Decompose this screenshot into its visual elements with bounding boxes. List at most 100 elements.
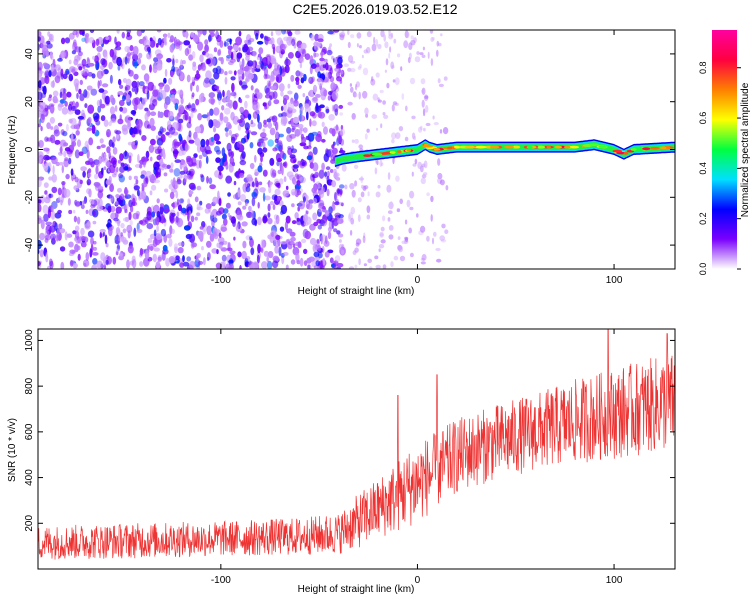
snr-xtick-label: -100	[211, 575, 231, 586]
noise-blob	[439, 235, 446, 241]
noise-blob	[70, 168, 74, 176]
noise-blob	[223, 152, 227, 163]
noise-blob	[194, 73, 201, 80]
noise-blob	[278, 113, 283, 118]
noise-blob	[309, 55, 314, 65]
noise-blob	[112, 160, 117, 169]
noise-blob	[229, 38, 232, 45]
noise-blob	[262, 128, 266, 132]
noise-blob	[387, 217, 391, 222]
noise-blob	[298, 200, 306, 210]
noise-blob	[271, 260, 279, 269]
noise-blob	[38, 140, 44, 148]
noise-blob	[338, 68, 342, 74]
noise-blob	[275, 74, 283, 83]
noise-blob	[392, 79, 396, 83]
noise-blob	[427, 51, 430, 59]
noise-blob	[399, 255, 406, 262]
noise-blob	[273, 120, 277, 126]
noise-blob	[333, 30, 340, 33]
noise-blob	[296, 174, 300, 180]
noise-blob	[115, 206, 122, 214]
noise-blob	[388, 225, 394, 231]
noise-blob	[85, 252, 90, 261]
noise-blob	[38, 203, 42, 213]
noise-blob	[331, 128, 336, 137]
noise-blob	[316, 218, 322, 224]
noise-blob	[373, 36, 376, 45]
noise-blob	[227, 177, 232, 182]
noise-blob	[297, 160, 301, 166]
noise-blob	[99, 103, 106, 109]
noise-blob	[163, 172, 168, 177]
noise-blob	[44, 238, 49, 244]
noise-blob	[278, 246, 282, 257]
noise-blob	[432, 237, 434, 245]
noise-blob	[186, 74, 191, 83]
noise-blob	[293, 159, 297, 163]
colorbar-label: Normalized spectral amplitude	[740, 82, 750, 217]
noise-blob	[132, 45, 139, 56]
signal-peak	[407, 149, 412, 152]
signal-peak	[371, 153, 383, 156]
noise-blob	[100, 115, 106, 122]
noise-blob	[337, 233, 344, 238]
noise-blob	[348, 212, 354, 220]
noise-blob	[308, 138, 312, 148]
spectrogram-axes: -100 0 100 -40 -20 0 20 40	[24, 30, 675, 286]
noise-blob	[144, 112, 149, 121]
noise-blob	[296, 217, 301, 222]
noise-blob	[143, 73, 150, 82]
noise-blob	[295, 76, 300, 82]
noise-blob	[77, 253, 81, 261]
noise-blob	[187, 212, 190, 222]
noise-blob	[139, 123, 143, 131]
noise-blob	[435, 247, 441, 252]
noise-blob	[136, 189, 140, 197]
noise-blob	[159, 205, 164, 215]
noise-blob	[196, 143, 201, 153]
noise-blob	[168, 126, 176, 135]
noise-blob	[117, 65, 121, 71]
noise-blob	[160, 90, 167, 100]
noise-blob	[339, 147, 343, 153]
spectrogram-ylabel: Frequency (Hz)	[7, 116, 18, 185]
noise-blob	[88, 62, 95, 67]
noise-blob	[213, 126, 216, 133]
noise-blob	[166, 164, 171, 169]
noise-blob	[398, 245, 404, 253]
noise-blob	[279, 66, 283, 76]
noise-blob	[328, 91, 333, 96]
noise-blob	[89, 248, 93, 258]
noise-blob	[306, 264, 312, 269]
noise-blob	[347, 101, 353, 106]
noise-blob	[62, 130, 68, 137]
noise-blob	[87, 168, 92, 174]
noise-blob	[302, 127, 308, 133]
noise-blob	[91, 124, 96, 134]
noise-blob	[323, 89, 328, 97]
noise-blob	[96, 204, 103, 212]
noise-blob	[76, 216, 81, 225]
noise-blob	[267, 251, 274, 259]
noise-blob	[146, 90, 150, 100]
noise-blob	[191, 92, 195, 98]
noise-blob	[178, 118, 184, 124]
noise-blob	[76, 92, 79, 99]
noise-blob	[326, 188, 330, 197]
noise-blob	[375, 39, 379, 47]
noise-blob	[144, 250, 150, 260]
noise-blob	[147, 81, 155, 91]
noise-blob	[184, 144, 190, 151]
noise-blob	[112, 147, 118, 155]
noise-blob	[96, 70, 104, 79]
noise-blob	[233, 180, 237, 186]
noise-blob	[312, 197, 318, 204]
noise-blob	[292, 116, 300, 124]
noise-blob	[347, 41, 351, 49]
noise-blob	[64, 37, 70, 43]
noise-blob	[57, 209, 62, 214]
noise-blob	[63, 188, 71, 198]
noise-blob	[232, 194, 239, 200]
noise-blob	[343, 63, 349, 67]
